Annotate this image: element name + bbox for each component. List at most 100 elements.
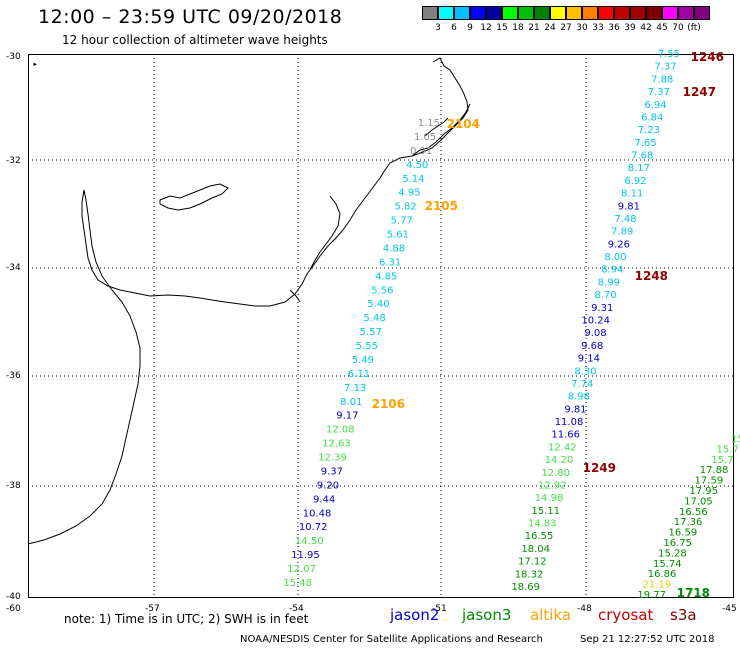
wave-height-value: 12.80 (541, 468, 570, 479)
colorbar-swatch (486, 6, 502, 20)
lat-label: -36 (6, 371, 21, 381)
colorbar-label: 12 (480, 23, 492, 33)
wave-height-value: 6.92 (624, 176, 646, 187)
colorbar-label: 39 (624, 23, 636, 33)
wave-height-value: 6.84 (641, 112, 663, 123)
colorbar-swatch (502, 6, 518, 20)
wave-height-value: 9.08 (584, 328, 606, 339)
wave-height-value: 7.48 (614, 214, 636, 225)
colorbar-label: 3 (435, 23, 441, 33)
colorbar-swatch (438, 6, 454, 20)
colorbar-swatch (694, 6, 710, 20)
lon-label: -57 (145, 604, 160, 614)
colorbar-swatch (662, 6, 678, 20)
wave-height-value: 12.08 (326, 425, 355, 436)
wave-height-value: 9.81 (618, 201, 640, 212)
wave-height-value: 9.37 (321, 466, 343, 477)
pass-number-label: 2105 (425, 199, 458, 213)
wave-height-value: 0.91 (410, 146, 432, 157)
colorbar-swatch (422, 6, 438, 20)
wave-height-value: 5.77 (391, 216, 413, 227)
wave-height-value: 14.50 (295, 536, 324, 547)
wave-height-value: 5.82 (394, 202, 416, 213)
wave-height-value: 17.05 (684, 496, 713, 507)
wave-height-value: 18.04 (521, 544, 550, 555)
wave-height-value: 5.56 (371, 285, 393, 296)
wave-height-value: 12.42 (548, 442, 577, 453)
wave-height-value: 10.72 (299, 522, 328, 533)
wave-height-value: 9.17 (336, 411, 358, 422)
lon-label: -54 (289, 604, 304, 614)
wave-height-value: 8.00 (604, 252, 626, 263)
wave-height-value: 7.89 (611, 227, 633, 238)
wave-height-value: 11.08 (555, 417, 584, 428)
colorbar-swatch (566, 6, 582, 20)
colorbar-label: 70 (672, 23, 684, 33)
map-subtitle: 12 hour collection of altimeter wave hei… (62, 33, 328, 47)
colorbar-swatch (582, 6, 598, 20)
wave-height-value: 5.40 (367, 299, 389, 310)
wave-height-value: 1.15 (418, 118, 440, 129)
wave-height-value: 9.68 (581, 341, 603, 352)
colorbar-label: 18 (512, 23, 524, 33)
pass-number-label: 1249 (583, 461, 616, 475)
colorbar-label: 21 (528, 23, 540, 33)
wave-height-value: 7.55 (658, 49, 680, 60)
wave-height-value: 17.88 (700, 465, 729, 476)
legend-entry-s3a: s3a (670, 606, 697, 624)
wave-height-value: 17.59 (695, 476, 724, 487)
wave-height-value: 8.98 (568, 392, 590, 403)
wave-height-value: 9.44 (313, 494, 335, 505)
map-title: 12:00 – 23:59 UTC 09/20/2018 (38, 6, 343, 28)
lon-label: -45 (722, 604, 737, 614)
colorbar-label: 42 (640, 23, 652, 33)
lat-label: -34 (6, 263, 21, 273)
lat-label: -30 (6, 52, 21, 62)
wave-height-value: 15.28 (658, 548, 687, 559)
footer-note: note: 1) Time is in UTC; 2) SWH is in fe… (64, 612, 309, 626)
lon-label: -60 (6, 604, 21, 614)
wave-height-value: 5.61 (387, 230, 409, 241)
wave-height-value: 6.11 (348, 369, 370, 380)
wave-height-value: 4.85 (375, 271, 397, 282)
colorbar-label: 45 (656, 23, 668, 33)
altimeter-tracks: 1.15 1.05 0.91 4.50 5.14 4.95 5.82 5.77 5.61 4.88… (283, 49, 740, 601)
colorbar-label: 30 (576, 23, 588, 33)
colorbar-swatch (534, 6, 550, 20)
pass-number-label: 2104 (447, 117, 480, 131)
islet-marker: ‣ (32, 60, 38, 71)
wave-height-value: 17.95 (689, 486, 718, 497)
wave-height-value: 7.68 (631, 151, 653, 162)
wave-height-value: 19.77 (637, 590, 666, 601)
coastline (27, 57, 471, 545)
pass-number-label: 1246 (691, 50, 724, 64)
wave-height-value: 8.99 (598, 277, 620, 288)
wave-height-value: 5.57 (360, 327, 382, 338)
colorbar-label: 27 (560, 23, 572, 33)
colorbar-label: 36 (608, 23, 620, 33)
wave-height-value: 5.48 (363, 313, 385, 324)
colorbar-swatch (550, 6, 566, 20)
generated-timestamp: Sep 21 12:27:52 UTC 2018 (580, 634, 715, 645)
colorbar-label: 33 (592, 23, 604, 33)
lon-label: -51 (432, 604, 447, 614)
graticule (28, 54, 734, 598)
legend-entry-jason3: jason3 (462, 606, 512, 624)
wave-height-value: 14.83 (528, 519, 557, 530)
wave-height-value: 18.69 (511, 582, 540, 593)
wave-height-value: 8.11 (621, 189, 643, 200)
wave-height-value: 7.88 (651, 74, 673, 85)
wave-height-value: 9.81 (564, 404, 586, 415)
wave-height-value: 4.50 (406, 160, 428, 171)
colorbar-swatch (630, 6, 646, 20)
wave-height-value: 4.88 (383, 243, 405, 254)
wave-height-value: 7.37 (648, 87, 670, 98)
pass-number-label: 2106 (372, 397, 405, 411)
wave-height-value: 9.31 (591, 303, 613, 314)
colorbar-label: 6 (451, 23, 457, 33)
wave-height-value: 12.39 (318, 453, 347, 464)
wave-height-value: 21.19 (643, 580, 672, 591)
legend-entry-jason2: jason2 (390, 606, 440, 624)
pass-number-label: 1248 (635, 269, 668, 283)
wave-height-value: 8.17 (628, 163, 650, 174)
